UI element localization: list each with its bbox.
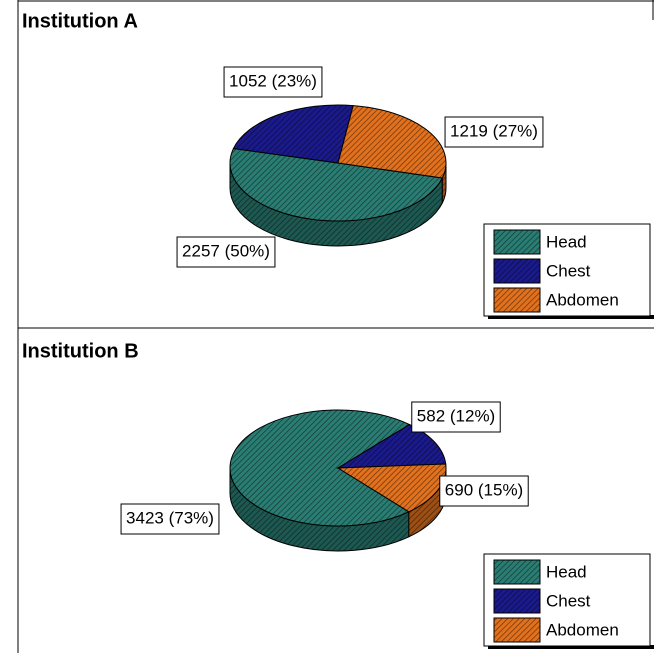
legend-shadow — [488, 315, 654, 319]
chart-title: Institution B — [22, 340, 139, 362]
legend-label: Chest — [546, 261, 591, 280]
legend-shadow — [488, 645, 654, 649]
legend-label: Chest — [546, 591, 591, 610]
legend-swatch — [493, 559, 541, 585]
legend-label: Abdomen — [546, 290, 619, 309]
data-label: 582 (12%) — [417, 406, 495, 425]
data-label: 3423 (73%) — [126, 508, 214, 527]
legend-label: Head — [546, 562, 587, 581]
legend-swatch — [493, 258, 541, 284]
data-label-box — [176, 236, 276, 268]
legend-swatch — [493, 617, 541, 643]
data-label: 1219 (27%) — [450, 121, 538, 140]
chart-title: Institution A — [22, 10, 138, 32]
pie-slice — [232, 104, 354, 164]
legend-label: Head — [546, 232, 587, 251]
pie-slice — [229, 147, 444, 222]
data-label-box — [439, 475, 529, 507]
legend-swatch — [493, 229, 541, 255]
legend-swatch — [493, 588, 541, 614]
data-label-box — [223, 66, 323, 98]
legend-swatch — [493, 287, 541, 313]
data-label: 1052 (23%) — [229, 71, 317, 90]
data-label-box — [444, 116, 544, 148]
legend-label: Abdomen — [546, 620, 619, 639]
data-label-box — [120, 503, 220, 535]
pie-slice — [337, 105, 447, 179]
pie-slice — [229, 409, 411, 527]
data-label-box — [411, 401, 501, 433]
data-label: 2257 (50%) — [182, 241, 270, 260]
pie-slice — [336, 463, 447, 513]
data-label: 690 (15%) — [445, 480, 523, 499]
